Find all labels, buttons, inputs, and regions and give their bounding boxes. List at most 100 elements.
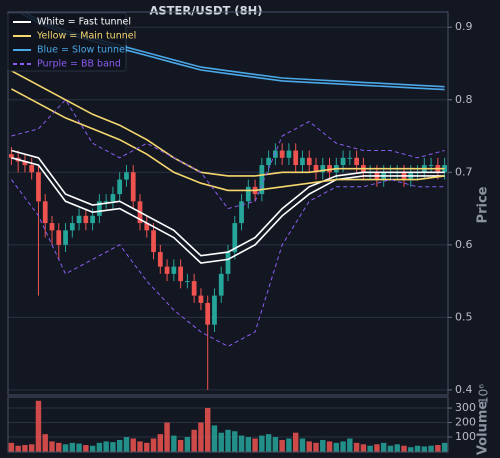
volume-bar	[272, 437, 279, 452]
volume-bar	[110, 442, 116, 452]
legend-label: Purple = BB band	[37, 59, 121, 70]
volume-bar	[96, 442, 103, 452]
volume-bar	[116, 439, 123, 452]
candle-body	[225, 252, 231, 274]
line-upper	[11, 70, 445, 177]
candle-body	[191, 281, 197, 296]
candle-body	[232, 223, 238, 253]
candle-body	[320, 165, 326, 173]
volume-bar	[204, 408, 211, 452]
y-tick-label: 0.7	[455, 165, 473, 178]
volume-bar	[8, 442, 15, 452]
volume-bar	[320, 439, 326, 452]
volume-bar	[164, 422, 170, 452]
line-lower	[11, 88, 445, 192]
candle-body	[442, 165, 447, 173]
volume-bar	[421, 446, 428, 452]
volume-tick-label: 200	[455, 416, 476, 429]
candle-body	[144, 223, 150, 231]
candle-body	[90, 215, 95, 224]
volume-bar	[171, 435, 177, 452]
legend-label: Blue = Slow tunnel	[37, 45, 128, 56]
volume-bar	[245, 437, 252, 452]
volume-offset-label: 10⁶	[477, 384, 491, 404]
candle-body	[313, 165, 319, 173]
candle-body	[56, 230, 62, 245]
volume-bar	[387, 445, 394, 452]
volume-bar	[232, 431, 238, 452]
candle-body	[239, 201, 244, 224]
volume-bar	[76, 443, 82, 452]
legend-label: White = Fast tunnel	[37, 17, 131, 28]
volume-bar	[150, 438, 157, 452]
candle-body	[185, 281, 190, 283]
candle-body	[76, 215, 82, 224]
volume-bar	[35, 400, 42, 452]
volume-axis-label: Volume	[476, 401, 491, 456]
chart-title: ASTER/USDT (8H)	[149, 4, 262, 18]
candle-body	[124, 172, 129, 180]
candle-body	[63, 230, 68, 245]
volume-bar	[191, 429, 197, 452]
candle-body	[22, 161, 28, 166]
volume-bar	[218, 432, 224, 452]
candle-body	[266, 157, 271, 166]
candle-body	[110, 194, 116, 202]
candle-body	[103, 201, 109, 203]
volume-bar	[103, 441, 109, 452]
volume-bar	[360, 444, 367, 452]
candle-body	[42, 201, 48, 224]
volume-bar	[211, 425, 218, 452]
candle-body	[300, 157, 305, 166]
volume-bar	[28, 444, 35, 452]
volume-bar	[441, 442, 448, 452]
volume-bar	[394, 444, 400, 452]
volume-bar	[83, 445, 89, 452]
volume-bar	[137, 441, 143, 452]
volume-bar	[435, 445, 441, 452]
volume-bar	[15, 445, 21, 452]
candle-body	[286, 150, 292, 158]
volume-bar	[326, 441, 333, 452]
volume-bar	[408, 447, 414, 452]
candle-body	[306, 157, 312, 166]
y-tick-label: 0.5	[455, 310, 473, 323]
candle-body	[340, 157, 346, 166]
volume-bar	[56, 442, 62, 452]
candle-body	[69, 223, 75, 231]
volume-bar	[89, 445, 96, 452]
candle-body	[97, 201, 102, 216]
volume-bar	[353, 442, 360, 452]
candle-body	[212, 295, 217, 325]
line-lower	[11, 157, 445, 264]
volume-bar	[157, 434, 164, 452]
y-tick-label: 0.9	[455, 20, 473, 33]
candle-body	[151, 230, 156, 253]
legend-box	[7, 12, 127, 72]
line-upper	[11, 149, 445, 257]
legend-label: Yellow = Main tunnel	[36, 31, 136, 42]
volume-bar	[252, 438, 258, 452]
volume-bar	[130, 438, 136, 452]
y-tick-label: 0.4	[455, 383, 473, 396]
volume-bar	[184, 437, 191, 452]
volume-bar	[123, 437, 130, 452]
y-axis-label: Price	[476, 186, 491, 223]
volume-bar	[238, 435, 245, 452]
y-tick-label: 0.8	[455, 93, 473, 106]
volume-tick-label: 100	[455, 430, 476, 443]
candle-body	[36, 172, 41, 202]
volume-bar	[414, 445, 421, 452]
candle-body	[198, 295, 204, 303]
candle-body	[279, 150, 285, 158]
candle-body	[130, 172, 136, 202]
y-tick-label: 0.6	[455, 238, 473, 251]
volume-bar	[313, 442, 319, 452]
candle-body	[245, 186, 251, 202]
volume-bar	[347, 438, 353, 452]
candle-body	[205, 302, 211, 325]
volume-bar	[299, 438, 306, 452]
volume-frame	[7, 396, 449, 453]
candle-body	[117, 179, 123, 195]
candle-body	[428, 165, 434, 167]
